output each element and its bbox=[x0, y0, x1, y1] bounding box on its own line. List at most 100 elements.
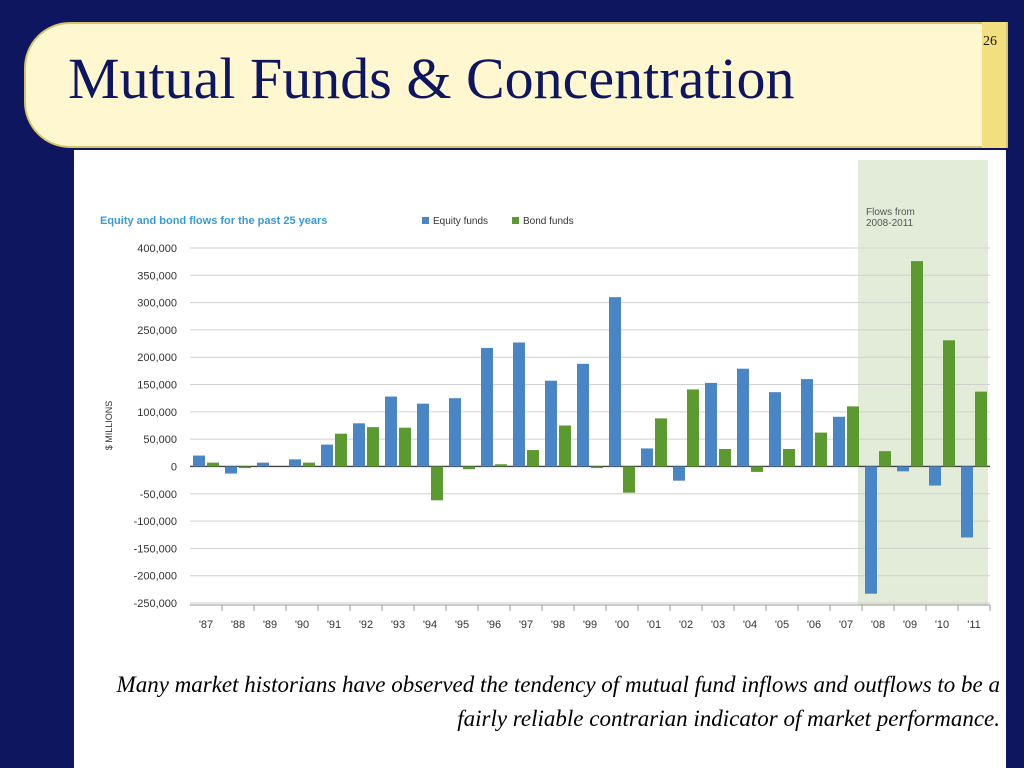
right-frame-bar bbox=[1006, 0, 1024, 768]
equity-bar bbox=[385, 396, 397, 467]
y-tick-label: 400,000 bbox=[137, 243, 177, 255]
bond-bar bbox=[655, 418, 667, 467]
x-tick-label: '88 bbox=[231, 619, 245, 631]
equity-bar bbox=[961, 466, 973, 538]
bond-bar bbox=[975, 391, 987, 467]
equity-bar bbox=[897, 466, 909, 472]
x-tick-label: '92 bbox=[359, 619, 373, 631]
bond-bar bbox=[751, 466, 763, 472]
bond-bar bbox=[559, 425, 571, 467]
bond-bar bbox=[783, 448, 795, 467]
equity-bar bbox=[737, 368, 749, 467]
bond-bar bbox=[495, 464, 507, 467]
x-tick-label: '90 bbox=[295, 619, 309, 631]
equity-bar bbox=[705, 382, 717, 467]
y-tick-label: -50,000 bbox=[140, 489, 177, 501]
equity-bar bbox=[865, 466, 877, 594]
equity-bar bbox=[609, 297, 621, 467]
equity-bar bbox=[321, 444, 333, 467]
y-tick-label: 150,000 bbox=[137, 380, 177, 392]
y-tick-label: 100,000 bbox=[137, 407, 177, 419]
y-tick-label: 200,000 bbox=[137, 352, 177, 364]
bond-bar bbox=[943, 340, 955, 467]
bond-bar bbox=[335, 433, 347, 467]
bond-bar bbox=[879, 451, 891, 467]
equity-bar bbox=[353, 423, 365, 467]
bond-bar bbox=[847, 406, 859, 467]
equity-bar bbox=[257, 462, 269, 467]
bond-bar bbox=[207, 462, 219, 467]
y-tick-label: 300,000 bbox=[137, 298, 177, 310]
y-tick-label: 50,000 bbox=[143, 434, 177, 446]
x-tick-label: '05 bbox=[775, 619, 789, 631]
legend-label: Equity funds bbox=[433, 216, 488, 227]
bond-bar bbox=[527, 450, 539, 467]
x-tick-label: '07 bbox=[839, 619, 853, 631]
y-tick-label: -200,000 bbox=[134, 571, 177, 583]
legend-label: Bond funds bbox=[523, 216, 574, 227]
y-tick-label: -250,000 bbox=[134, 598, 177, 610]
bond-bar bbox=[719, 448, 731, 467]
page-title: Mutual Funds & Concentration bbox=[68, 46, 795, 111]
bond-bar bbox=[911, 261, 923, 467]
bond-bar bbox=[463, 466, 475, 470]
bond-bar bbox=[815, 432, 827, 467]
equity-bar bbox=[449, 398, 461, 467]
equity-bar bbox=[577, 363, 589, 467]
bond-bar bbox=[367, 427, 379, 467]
x-tick-label: '06 bbox=[807, 619, 821, 631]
x-tick-label: '11 bbox=[967, 619, 981, 631]
x-tick-label: '95 bbox=[455, 619, 469, 631]
equity-bar bbox=[481, 347, 493, 467]
equity-bar bbox=[641, 448, 653, 467]
equity-bar bbox=[545, 380, 557, 467]
x-tick-label: '89 bbox=[263, 619, 277, 631]
legend-swatch bbox=[422, 217, 429, 224]
x-tick-label: '93 bbox=[391, 619, 405, 631]
bond-bar bbox=[303, 462, 315, 467]
y-tick-label: -150,000 bbox=[134, 543, 177, 555]
equity-bar bbox=[225, 466, 237, 474]
bond-bar bbox=[431, 466, 443, 501]
title-banner-strip bbox=[982, 22, 1006, 148]
x-tick-label: '10 bbox=[935, 619, 949, 631]
equity-bar bbox=[289, 459, 301, 467]
x-tick-label: '09 bbox=[903, 619, 917, 631]
x-tick-label: '04 bbox=[743, 619, 757, 631]
bond-bar bbox=[687, 389, 699, 467]
x-tick-label: '97 bbox=[519, 619, 533, 631]
y-tick-label: 350,000 bbox=[137, 270, 177, 282]
equity-bar bbox=[769, 392, 781, 467]
x-tick-label: '94 bbox=[423, 619, 437, 631]
equity-bar bbox=[673, 466, 685, 481]
annotation-text: 2008-2011 bbox=[866, 218, 914, 229]
equity-bar bbox=[833, 416, 845, 467]
chart-container: Flows from 2008-2011 400,000 350,000 300,000… bbox=[74, 150, 1006, 650]
legend-swatch bbox=[512, 217, 519, 224]
bond-bar bbox=[591, 466, 603, 469]
slide-caption: Many market historians have observed the… bbox=[116, 672, 1000, 731]
x-tick-label: '87 bbox=[199, 619, 213, 631]
chart-title: Equity and bond flows for the past 25 ye… bbox=[100, 215, 327, 227]
bond-bar bbox=[239, 466, 251, 469]
x-tick-label: '02 bbox=[679, 619, 693, 631]
y-tick-label: -100,000 bbox=[134, 516, 177, 528]
y-tick-label: 0 bbox=[171, 461, 177, 473]
x-tick-label: '01 bbox=[647, 619, 661, 631]
x-tick-label: '96 bbox=[487, 619, 501, 631]
equity-bar bbox=[193, 455, 205, 467]
equity-bar bbox=[513, 342, 525, 467]
title-banner bbox=[24, 22, 1008, 148]
x-tick-label: '00 bbox=[615, 619, 629, 631]
slide-number: 26 bbox=[983, 34, 997, 49]
bond-bar bbox=[623, 466, 635, 493]
x-tick-label: '99 bbox=[583, 619, 597, 631]
x-tick-label: '03 bbox=[711, 619, 725, 631]
equity-bar bbox=[417, 403, 429, 467]
y-axis-label: $ MILLIONS bbox=[104, 401, 114, 451]
equity-bar bbox=[929, 466, 941, 486]
bond-bar bbox=[399, 427, 411, 467]
x-tick-label: '91 bbox=[327, 619, 341, 631]
x-tick-label: '08 bbox=[871, 619, 885, 631]
